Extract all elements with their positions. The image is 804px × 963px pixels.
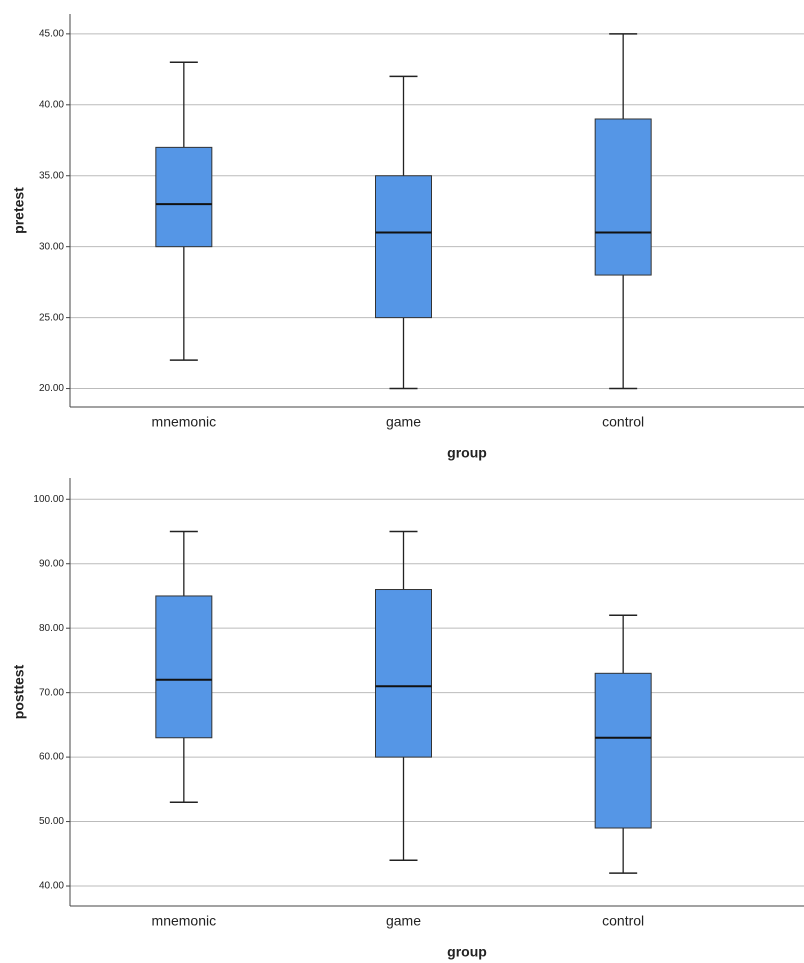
y-axis-title: posttest xyxy=(11,664,27,719)
y-tick-label: 40.00 xyxy=(39,99,64,110)
y-tick-label: 45.00 xyxy=(39,29,64,40)
box xyxy=(375,175,432,319)
x-tick-label: control xyxy=(602,414,644,430)
y-tick-label: 60.00 xyxy=(39,752,64,763)
y-tick-label: 90.00 xyxy=(39,558,64,569)
box xyxy=(155,595,213,739)
box xyxy=(375,589,432,758)
box xyxy=(155,146,213,248)
x-tick-label: mnemonic xyxy=(152,913,217,929)
x-axis-title: group xyxy=(447,944,487,960)
y-tick-label: 25.00 xyxy=(39,312,64,323)
y-tick-label: 30.00 xyxy=(39,241,64,252)
x-tick-label: game xyxy=(386,913,421,929)
y-tick-label: 80.00 xyxy=(39,623,64,634)
box xyxy=(594,118,652,276)
x-tick-label: control xyxy=(602,913,644,929)
y-tick-label: 20.00 xyxy=(39,383,64,394)
y-tick-label: 35.00 xyxy=(39,170,64,181)
y-tick-label: 70.00 xyxy=(39,687,64,698)
y-tick-label: 100.00 xyxy=(33,494,64,505)
x-axis-title: group xyxy=(447,445,487,461)
y-tick-label: 40.00 xyxy=(39,881,64,892)
box xyxy=(594,672,652,829)
y-axis-title: pretest xyxy=(11,187,27,234)
x-tick-label: mnemonic xyxy=(152,414,217,430)
y-tick-label: 50.00 xyxy=(39,816,64,827)
x-tick-label: game xyxy=(386,414,421,430)
